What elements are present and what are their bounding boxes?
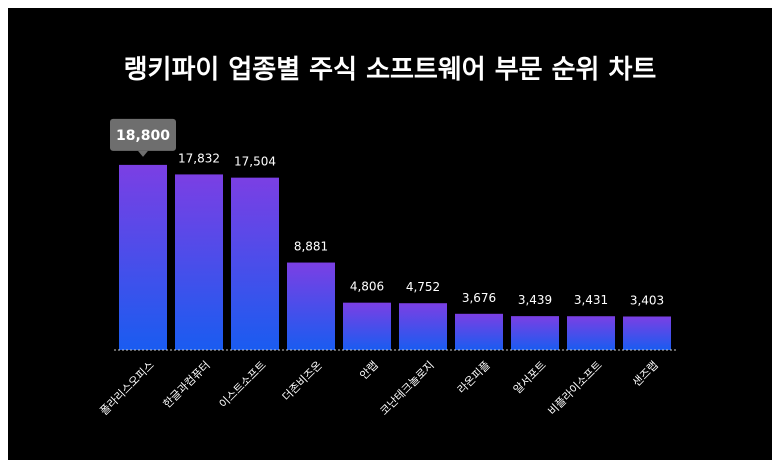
value-label-3: 17,504 [234, 155, 276, 169]
value-label-8: 3,439 [518, 293, 552, 307]
bar-chart: 랭키파이 업종별 주식 소프트웨어 부문 순위 차트 18,800 폴라리스오피스… [97, 55, 676, 418]
bar-2 [175, 174, 223, 350]
bar-6 [399, 303, 447, 350]
value-label-1: 18,800 [116, 128, 170, 144]
category-label-6: 코난테크놀로지 [377, 359, 436, 418]
bar-7 [455, 313, 503, 350]
bar-3 [231, 177, 279, 350]
category-label-10: 샌즈랩 [630, 359, 661, 390]
bar-1 [119, 164, 167, 350]
category-label-8: 알서포트 [510, 358, 549, 397]
category-label-4: 더존비즈온 [280, 359, 325, 404]
value-label-2: 17,832 [178, 151, 220, 165]
bar-10 [623, 316, 671, 350]
bar-8 [511, 316, 559, 350]
callout-pointer [138, 150, 148, 157]
bars-layer [119, 164, 671, 350]
category-label-2: 한글과컴퓨터 [161, 359, 213, 411]
chart-title: 랭키파이 업종별 주식 소프트웨어 부문 순위 차트 [124, 55, 657, 85]
category-label-7: 라온피플 [455, 359, 493, 397]
value-label-10: 3,403 [630, 293, 664, 307]
value-label-6: 4,752 [406, 280, 440, 294]
value-label-5: 4,806 [350, 280, 384, 294]
value-label-9: 3,431 [574, 293, 608, 307]
category-label-9: 비플라이소프트 [545, 359, 604, 418]
chart-frame: 랭키파이 업종별 주식 소프트웨어 부문 순위 차트 18,800 폴라리스오피스… [8, 8, 772, 460]
top-value-callout [110, 118, 176, 151]
category-label-3: 이스트소프트 [217, 359, 269, 411]
value-label-7: 3,676 [462, 291, 496, 305]
category-label-5: 안랩 [357, 359, 381, 383]
bar-9 [567, 316, 615, 350]
bar-5 [343, 302, 391, 350]
value-label-4: 8,881 [294, 240, 328, 254]
category-label-1: 폴라리스오피스 [97, 359, 156, 418]
bar-4 [287, 262, 335, 350]
